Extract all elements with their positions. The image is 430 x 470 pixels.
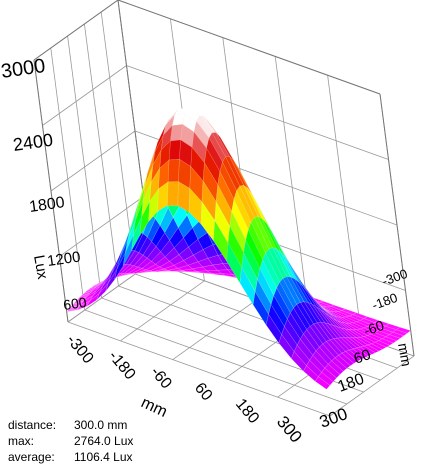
surface-plot — [66, 107, 412, 390]
x-tick-label--60: -60 — [147, 364, 175, 393]
grid-line-z-left-1800 — [50, 130, 136, 192]
grid-line-x-floor--180 — [120, 280, 205, 342]
y-axis-label: mm — [395, 342, 415, 368]
grid-line-z-left-2400 — [42, 65, 127, 126]
grid-line-y-floor--180 — [84, 309, 347, 405]
x-tick-label--180: -180 — [105, 348, 139, 384]
x-tick-label-60: 60 — [191, 380, 216, 405]
surface-patch-11-1 — [167, 159, 180, 183]
surface-patch-23-0 — [314, 376, 331, 390]
z-axis-label: Lux — [30, 254, 51, 281]
box-edge-right — [379, 93, 415, 357]
surface-patch-23-14 — [363, 344, 380, 354]
x-tick-label--300: -300 — [63, 332, 97, 368]
grid-line-x-vert-180 — [327, 75, 362, 338]
stat-max-label: max: — [8, 434, 35, 448]
stat-average-value: 1106.4 Lux — [74, 450, 133, 464]
stat-average: average: 1106.4 Lux — [8, 449, 133, 465]
grid-line-z-right-2400 — [126, 65, 389, 160]
grid-line-y-vert-60 — [84, 23, 119, 287]
x-axis-label: mm — [138, 394, 169, 421]
grid-line-z-left-1200 — [59, 196, 144, 257]
surface-patch-11-0 — [167, 181, 179, 206]
box-edge-top-left — [33, 0, 119, 61]
grid-line-y-vert--180 — [50, 47, 86, 311]
y-tick-label--60: -60 — [362, 317, 387, 339]
z-tick-label-600: 600 — [62, 294, 88, 313]
y-tick-label-60: 60 — [352, 346, 373, 368]
surface-patch-23-19 — [381, 336, 398, 344]
stats-panel: distance: 300.0 mm max: 2764.0 Lux avera… — [8, 417, 133, 465]
box-edge-top-right — [117, 0, 381, 95]
stat-distance-value: 300.0 mm — [74, 418, 128, 432]
y-tick-label-300: 300 — [317, 404, 350, 432]
surface-patch-11-2 — [168, 139, 181, 161]
surface-patch-23-5 — [331, 357, 348, 372]
x-tick-label-300: 300 — [273, 412, 306, 446]
grid-line-y-vert--60 — [67, 35, 102, 299]
surface-patch-23-21 — [388, 331, 405, 339]
surface-patch-23-16 — [370, 342, 387, 350]
z-tick-label-1800: 1800 — [28, 194, 66, 216]
grid-line-x-floor-300 — [329, 355, 415, 417]
surface-patch-23-7 — [338, 352, 355, 367]
grid-line-x-vert-60 — [274, 56, 310, 319]
surface-patch-23-12 — [356, 346, 373, 357]
surface-patch-23-18 — [378, 338, 394, 346]
z-tick-label-1200: 1200 — [46, 248, 81, 269]
box-edge-front-left — [33, 59, 69, 323]
grid-line-y-floor--300 — [67, 321, 331, 417]
stat-max: max: 2764.0 Lux — [8, 433, 133, 449]
z-tick-label-3000: 3000 — [0, 55, 47, 83]
stat-max-value: 2764.0 Lux — [74, 434, 134, 448]
z-tick-label-2400: 2400 — [12, 130, 54, 155]
x-tick-label-180: 180 — [232, 396, 262, 427]
grid-line-x-floor--60 — [172, 299, 258, 360]
stat-distance: distance: 300.0 mm — [8, 417, 133, 433]
surface-patch-23-20 — [385, 334, 401, 342]
y-tick-label--180: -180 — [370, 290, 400, 313]
stat-distance-label: distance: — [8, 418, 57, 432]
stat-average-label: average: — [8, 450, 55, 464]
